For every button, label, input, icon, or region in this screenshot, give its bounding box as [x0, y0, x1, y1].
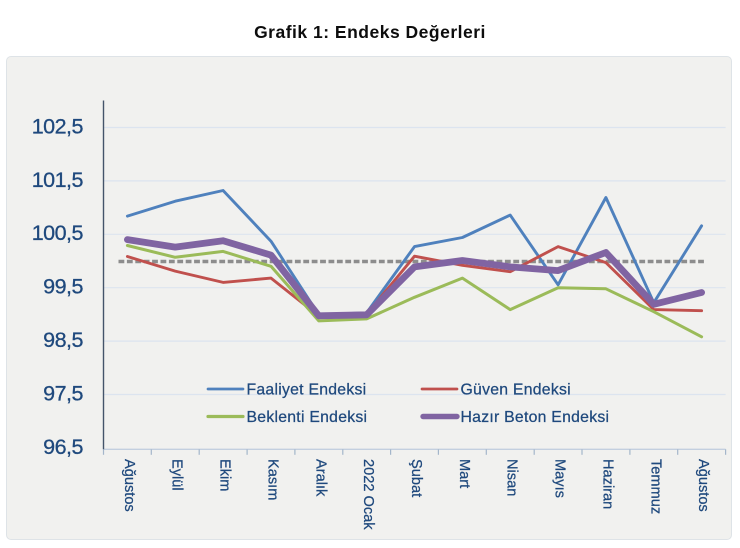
svg-text:Mayıs: Mayıs	[552, 459, 568, 498]
svg-text:99,5: 99,5	[43, 275, 83, 299]
svg-text:Şubat: Şubat	[408, 459, 424, 497]
svg-text:100,5: 100,5	[32, 221, 84, 245]
svg-text:102,5: 102,5	[32, 114, 84, 138]
svg-text:Ekim: Ekim	[217, 459, 233, 491]
svg-text:2022 Ocak: 2022 Ocak	[360, 459, 376, 530]
svg-text:Haziran: Haziran	[599, 459, 615, 509]
svg-text:Aralık: Aralık	[312, 459, 328, 497]
svg-text:Beklenti Endeksi: Beklenti Endeksi	[247, 409, 368, 426]
svg-text:Nisan: Nisan	[504, 459, 520, 496]
svg-text:Kasım: Kasım	[265, 459, 281, 500]
svg-text:Temmuz: Temmuz	[647, 459, 663, 514]
svg-text:97,5: 97,5	[43, 381, 83, 405]
svg-text:101,5: 101,5	[32, 168, 84, 192]
svg-text:Eylül: Eylül	[169, 459, 185, 491]
svg-text:98,5: 98,5	[43, 328, 83, 352]
svg-text:96,5: 96,5	[43, 435, 83, 459]
svg-text:Ağustos: Ağustos	[695, 459, 711, 512]
svg-text:Mart: Mart	[456, 459, 472, 488]
svg-text:Hazır Beton Endeksi: Hazır Beton Endeksi	[461, 409, 610, 426]
svg-text:Faaliyet Endeksi: Faaliyet Endeksi	[247, 382, 367, 399]
svg-text:Güven Endeksi: Güven Endeksi	[461, 382, 571, 399]
svg-text:Ağustos: Ağustos	[121, 459, 137, 512]
